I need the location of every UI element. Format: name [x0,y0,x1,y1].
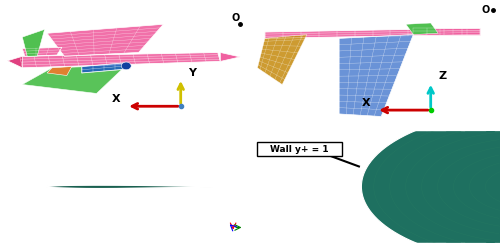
Polygon shape [20,52,220,68]
Text: O: O [231,13,239,23]
Text: Wall y+ = 1: Wall y+ = 1 [270,144,329,153]
Polygon shape [45,185,225,189]
Polygon shape [339,34,413,117]
Polygon shape [22,65,126,93]
Text: X: X [362,98,370,108]
Polygon shape [414,28,480,34]
Polygon shape [47,24,164,56]
Polygon shape [265,28,480,38]
Wedge shape [362,110,500,244]
Polygon shape [258,34,307,84]
Text: Z: Z [438,71,446,81]
Polygon shape [47,67,72,76]
Polygon shape [22,29,44,56]
Text: Y: Y [188,68,196,78]
Polygon shape [8,56,22,68]
Polygon shape [82,63,126,73]
Polygon shape [406,23,438,34]
Polygon shape [22,47,62,56]
Polygon shape [220,52,240,61]
Text: X: X [112,94,120,104]
FancyBboxPatch shape [258,142,342,156]
Text: O: O [481,5,490,15]
Ellipse shape [122,62,131,70]
